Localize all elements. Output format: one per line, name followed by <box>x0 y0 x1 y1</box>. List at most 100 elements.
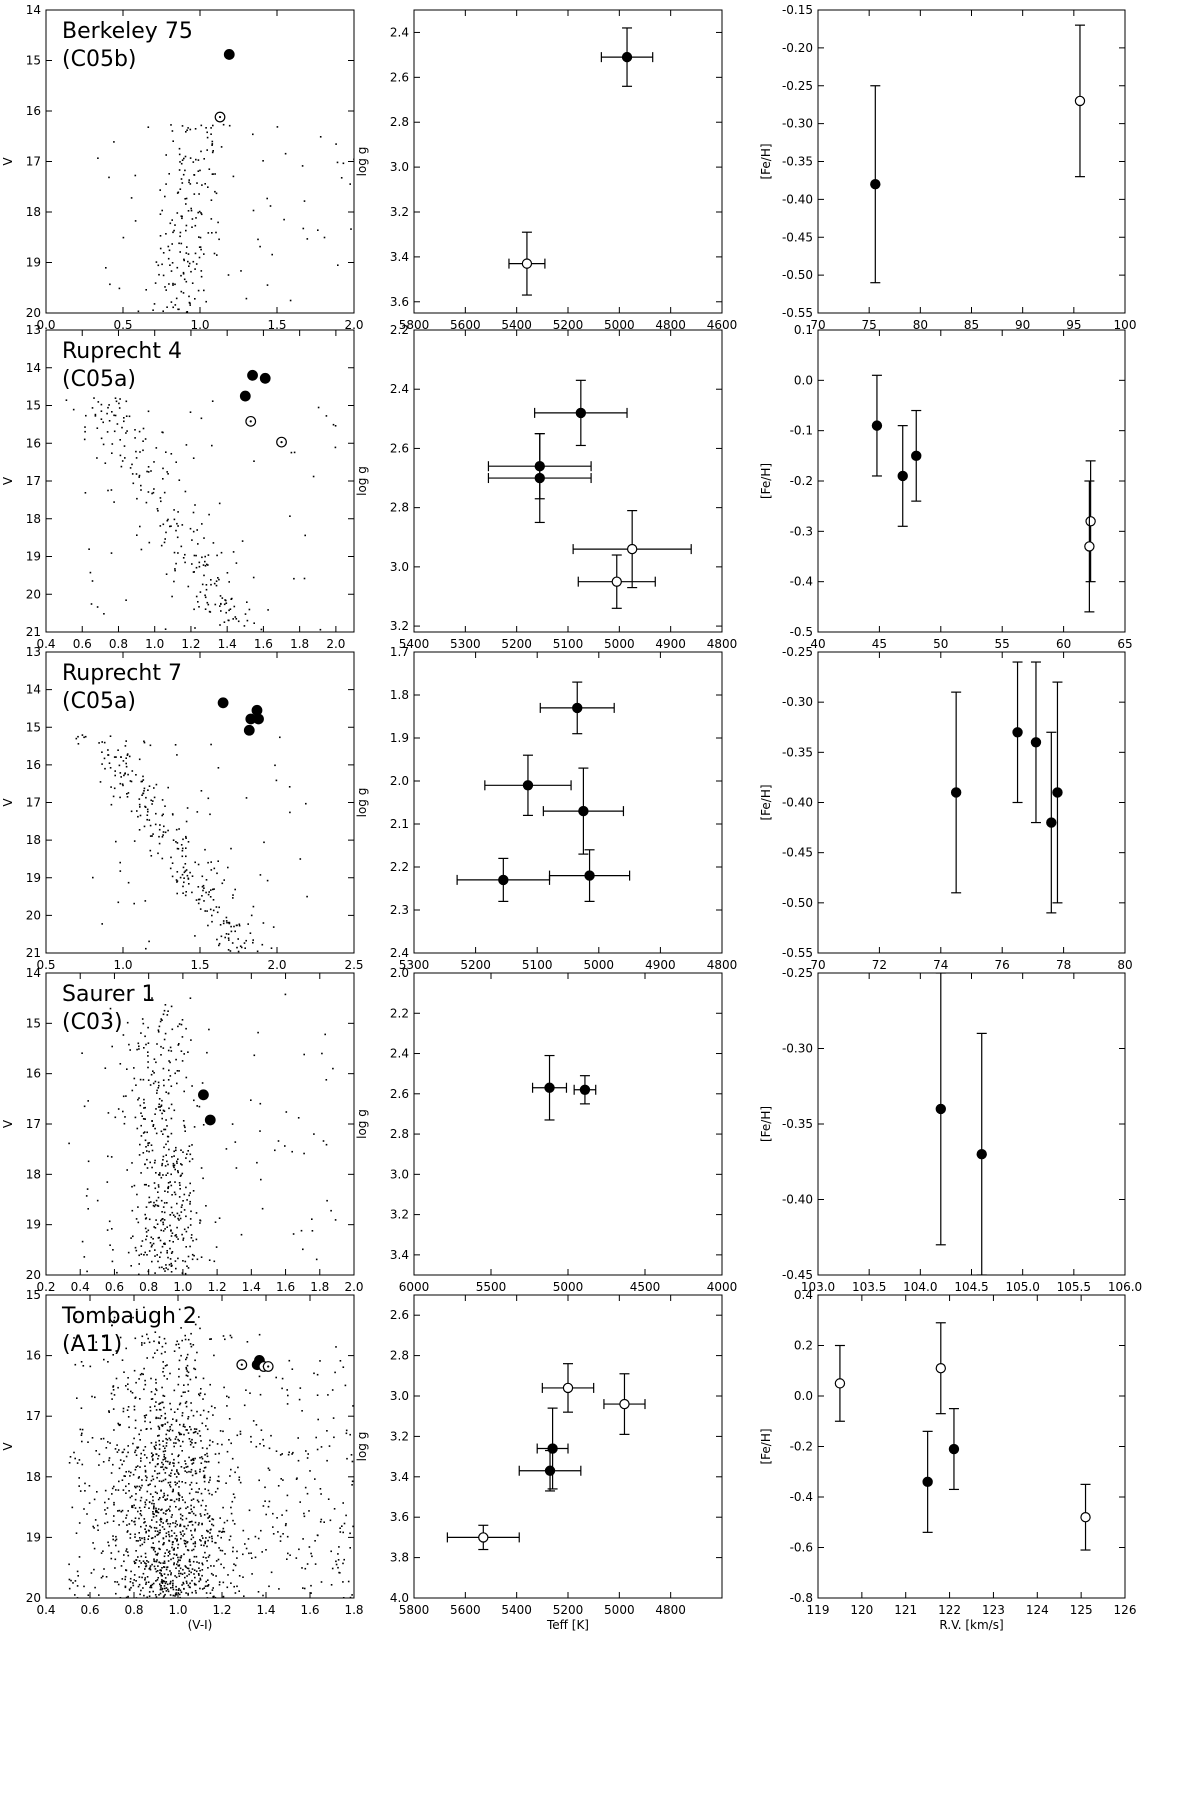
field-star <box>289 299 292 302</box>
field-star <box>121 426 123 429</box>
field-star <box>144 1035 146 1038</box>
field-star <box>180 1395 183 1397</box>
y-tick-label: 2.0 <box>390 774 409 788</box>
field-star <box>152 1454 154 1457</box>
star-marker <box>621 51 633 63</box>
field-star <box>201 184 203 186</box>
field-star <box>112 1386 114 1388</box>
field-star <box>146 1150 148 1152</box>
x-tick-label: 5000 <box>604 637 635 651</box>
field-star <box>289 515 291 517</box>
field-star <box>184 1576 186 1579</box>
field-star <box>102 1437 105 1440</box>
field-star <box>310 1552 312 1555</box>
member-star-filled <box>871 374 883 477</box>
field-star <box>212 542 215 544</box>
field-star <box>163 1573 166 1575</box>
field-star <box>169 1461 171 1464</box>
field-star <box>166 1252 168 1254</box>
field-star <box>139 1544 142 1547</box>
field-star <box>165 1437 167 1440</box>
field-star <box>78 1485 80 1487</box>
field-star <box>228 581 230 583</box>
field-star <box>80 1361 83 1363</box>
field-star <box>128 415 131 418</box>
field-star <box>192 1536 195 1539</box>
y-tick-label: -0.3 <box>790 524 813 538</box>
field-star <box>135 1249 138 1252</box>
field-star <box>123 774 125 777</box>
field-star <box>173 1465 175 1467</box>
field-star <box>116 1271 118 1274</box>
star-marker <box>611 576 622 587</box>
x-tick-label: 75 <box>862 318 877 332</box>
field-star <box>155 1417 157 1420</box>
field-star <box>138 798 141 800</box>
field-star <box>156 1463 159 1466</box>
field-star <box>175 1476 178 1478</box>
field-star <box>171 1546 173 1549</box>
field-star <box>200 1456 203 1458</box>
field-star <box>181 1019 184 1021</box>
field-star <box>104 767 106 770</box>
x-tick-label: 120 <box>850 1603 873 1617</box>
field-star <box>141 1543 144 1546</box>
field-star <box>103 1336 106 1338</box>
field-star <box>119 782 122 785</box>
member-star-filled <box>204 1114 216 1126</box>
field-star <box>69 1456 72 1458</box>
field-star <box>216 1443 219 1445</box>
field-star <box>204 183 206 185</box>
field-star <box>287 1453 290 1456</box>
field-star <box>351 1480 354 1483</box>
field-star <box>193 174 196 176</box>
field-star <box>174 744 177 746</box>
field-star <box>196 1258 199 1261</box>
field-star <box>189 1203 191 1205</box>
field-star <box>347 1580 350 1583</box>
field-star <box>195 1212 198 1214</box>
field-star <box>202 1409 205 1412</box>
field-star <box>195 1583 197 1586</box>
field-star <box>158 835 160 838</box>
field-star <box>104 1522 106 1525</box>
field-star <box>190 1237 193 1239</box>
x-tick-label: 5800 <box>399 1603 430 1617</box>
field-star <box>108 1349 111 1351</box>
star-marker <box>544 1465 556 1476</box>
field-star <box>143 1562 146 1564</box>
y-tick-label: -0.45 <box>782 846 813 860</box>
field-star <box>142 779 145 781</box>
y-tick-label: 18 <box>26 1167 41 1181</box>
field-star <box>222 1530 224 1533</box>
field-star <box>212 1524 215 1527</box>
field-star <box>86 1270 88 1273</box>
y-tick-label: -0.45 <box>782 1268 813 1282</box>
field-star <box>180 1149 182 1151</box>
plot-area <box>818 973 1125 1275</box>
field-star <box>152 1516 155 1518</box>
field-star <box>169 1428 172 1431</box>
field-star <box>111 1398 113 1400</box>
field-star <box>169 1553 171 1555</box>
field-star <box>277 1485 280 1487</box>
field-star <box>185 229 187 232</box>
y-axis-label: log g <box>355 788 369 818</box>
field-star <box>154 1594 157 1596</box>
field-star <box>180 290 183 293</box>
field-star <box>208 1520 211 1522</box>
plot-area <box>818 652 1125 953</box>
x-tick-label: 1.4 <box>242 1280 261 1294</box>
field-star <box>296 1477 298 1479</box>
y-tick-label: 18 <box>26 1470 41 1484</box>
field-star <box>145 289 147 291</box>
field-star <box>142 1078 145 1081</box>
field-star <box>227 866 229 869</box>
field-star <box>244 613 247 615</box>
field-star <box>170 1050 173 1052</box>
field-star <box>150 1537 153 1540</box>
field-star <box>222 1581 225 1584</box>
field-star <box>135 1466 137 1468</box>
field-star <box>173 580 175 583</box>
field-star <box>155 1388 157 1390</box>
